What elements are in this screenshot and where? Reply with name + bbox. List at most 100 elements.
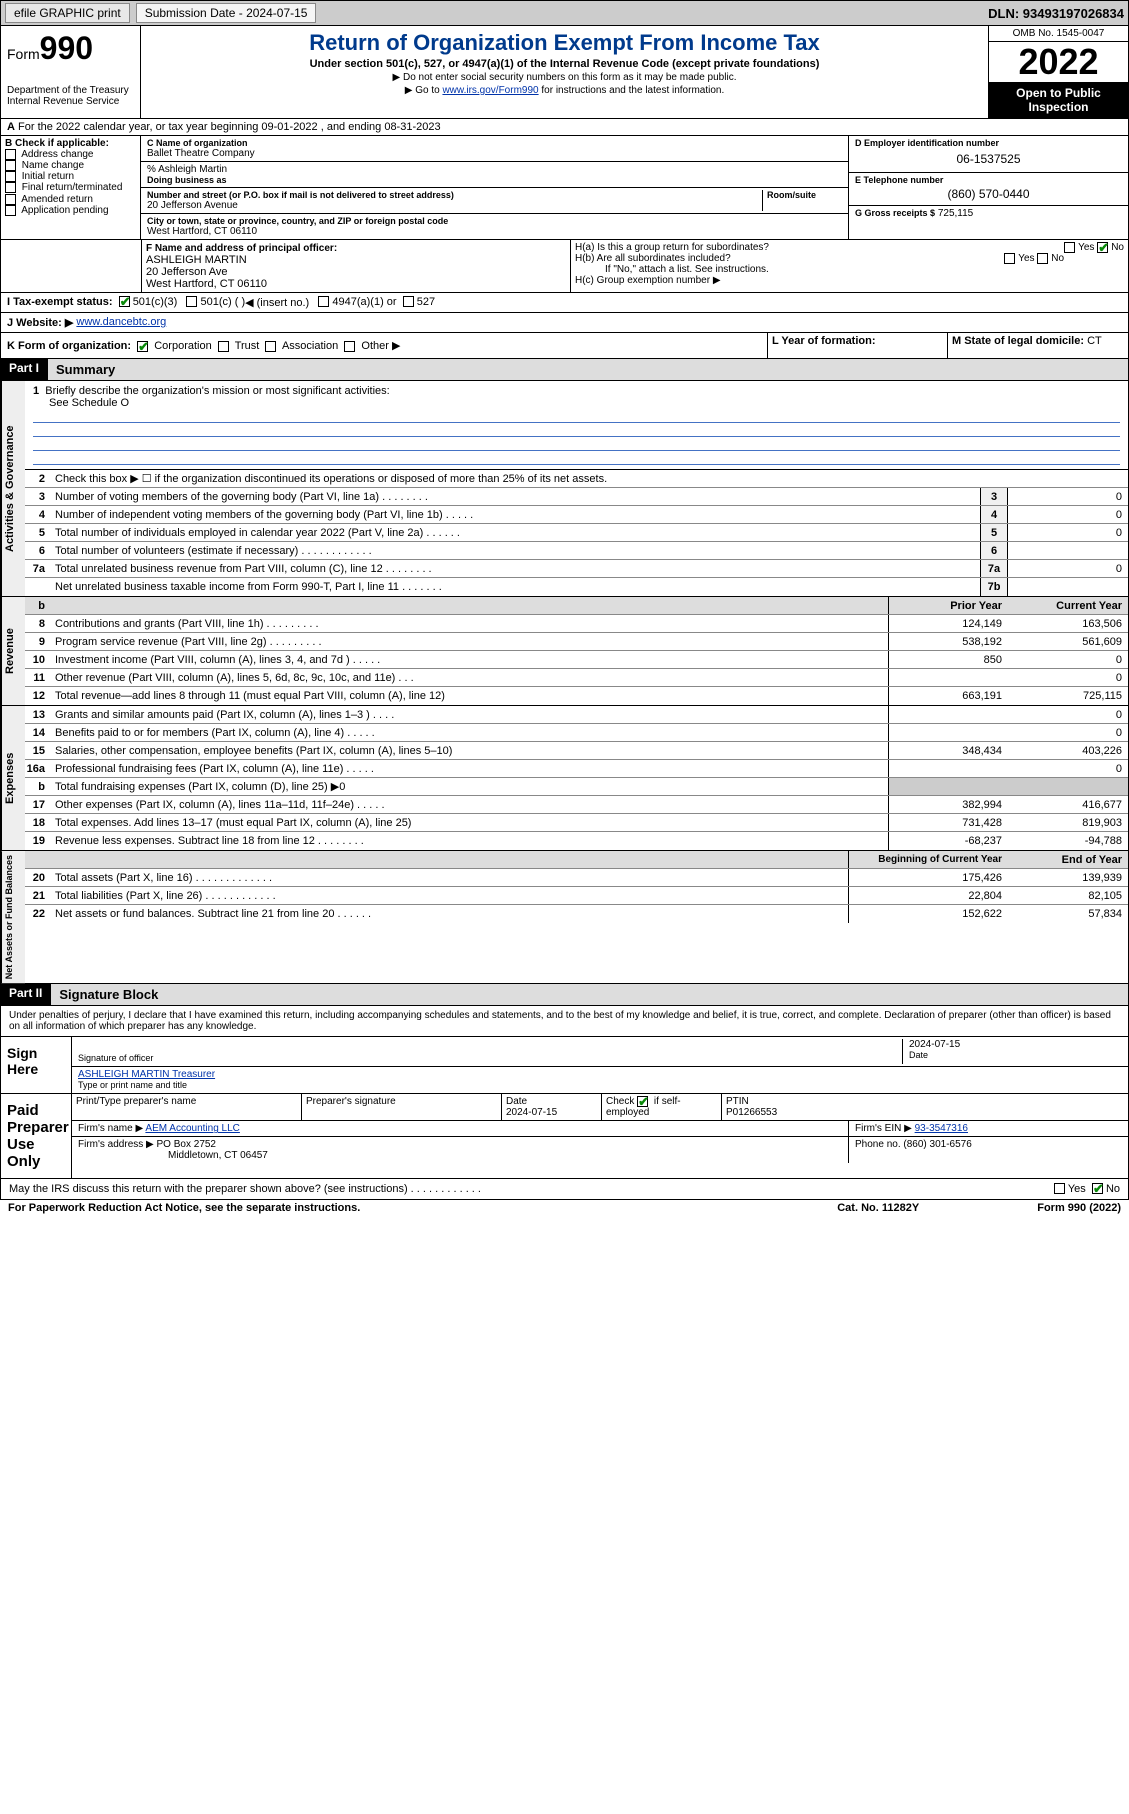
vlabel-rev: Revenue (1, 597, 25, 705)
k-corp[interactable] (137, 341, 148, 352)
k-assoc[interactable] (265, 341, 276, 352)
discuss-text: May the IRS discuss this return with the… (9, 1183, 1054, 1195)
b-opt-check[interactable] (5, 171, 16, 182)
data-line: 10Investment income (Part VIII, column (… (25, 651, 1128, 669)
vlabel-exp: Expenses (1, 706, 25, 850)
data-line: 15Salaries, other compensation, employee… (25, 742, 1128, 760)
governance-section: Activities & Governance 1 Briefly descri… (0, 381, 1129, 597)
firm-city: Middletown, CT 06457 (78, 1150, 268, 1161)
4947-check[interactable] (318, 296, 329, 307)
subtitle-1: Under section 501(c), 527, or 4947(a)(1)… (145, 58, 984, 70)
hb-yes[interactable] (1004, 253, 1015, 264)
discuss-no-text: No (1106, 1183, 1120, 1195)
hdr-cy: Current Year (1008, 597, 1128, 614)
assoc-label: Association (282, 340, 338, 352)
irs-link[interactable]: www.irs.gov/Form990 (442, 85, 538, 96)
tax-year: 2022 (989, 42, 1128, 82)
top-bar: efile GRAPHIC print Submission Date - 20… (0, 0, 1129, 26)
firm-ein-link[interactable]: 93-3547316 (915, 1123, 968, 1134)
pp-date-v: 2024-07-15 (506, 1107, 557, 1118)
data-line: 16aProfessional fundraising fees (Part I… (25, 760, 1128, 778)
b-opt-check[interactable] (5, 149, 16, 160)
phone-label: E Telephone number (855, 175, 1122, 185)
prep-phone: (860) 301-6576 (903, 1139, 971, 1150)
irs-label: Internal Revenue Service (7, 96, 134, 107)
no-text2: No (1051, 253, 1064, 264)
b-option: Initial return (5, 171, 136, 182)
line-j: J Website: ▶ www.dancebtc.org (0, 313, 1129, 333)
submission-date: Submission Date - 2024-07-15 (136, 3, 317, 23)
discuss-yes[interactable] (1054, 1183, 1065, 1194)
j-label: J Website: ▶ (7, 316, 73, 329)
self-employed-check[interactable] (637, 1096, 648, 1107)
b-opt-check[interactable] (5, 194, 16, 205)
ein-value: 06-1537525 (855, 148, 1122, 170)
data-line: 12Total revenue—add lines 8 through 11 (… (25, 687, 1128, 705)
b-opt-check[interactable] (5, 182, 16, 193)
sig-date-label: Date (909, 1050, 928, 1060)
ha-yes[interactable] (1064, 242, 1075, 253)
hb-no[interactable] (1037, 253, 1048, 264)
527-check[interactable] (403, 296, 414, 307)
expenses-section: Expenses 13Grants and similar amounts pa… (0, 706, 1129, 851)
part1-badge: Part I (1, 359, 47, 380)
room-label: Room/suite (767, 190, 842, 200)
identity-section: B Check if applicable: Address change Na… (0, 136, 1129, 240)
yes-text2: Yes (1018, 253, 1034, 264)
gov-line: 6Total number of volunteers (estimate if… (25, 542, 1128, 560)
discuss-no[interactable] (1092, 1183, 1103, 1194)
k-other[interactable] (344, 341, 355, 352)
b-option: Final return/terminated (5, 182, 136, 193)
ha-no[interactable] (1097, 242, 1108, 253)
ptin-value: P01266553 (726, 1107, 777, 1118)
pp-sig-label: Preparer's signature (302, 1094, 502, 1121)
line-a-text: For the 2022 calendar year, or tax year … (18, 121, 441, 133)
4947-label: 4947(a)(1) or (332, 296, 396, 309)
501c3-check[interactable] (119, 296, 130, 307)
prep-phone-label: Phone no. (855, 1139, 901, 1150)
check-self: Check (606, 1096, 634, 1107)
gross-label: G Gross receipts $ (855, 208, 935, 218)
f-label: F Name and address of principal officer: (146, 243, 337, 254)
i-label: I Tax-exempt status: (7, 296, 113, 309)
form-word: Form (7, 46, 40, 62)
form-title: Return of Organization Exempt From Incom… (145, 30, 984, 56)
declaration-text: Under penalties of perjury, I declare th… (1, 1006, 1128, 1036)
b-opt-check[interactable] (5, 160, 16, 171)
ein-label: D Employer identification number (855, 138, 1122, 148)
dba-label: Doing business as (147, 175, 842, 185)
part2-badge: Part II (1, 984, 50, 1005)
city-label: City or town, state or province, country… (147, 216, 842, 226)
line-a: A For the 2022 calendar year, or tax yea… (0, 119, 1129, 136)
vlabel-gov: Activities & Governance (1, 381, 25, 596)
efile-label[interactable]: efile GRAPHIC print (5, 3, 130, 23)
part2-title: Signature Block (50, 984, 1128, 1005)
website-link[interactable]: www.dancebtc.org (76, 316, 166, 329)
k-trust[interactable] (218, 341, 229, 352)
officer-name-link[interactable]: ASHLEIGH MARTIN Treasurer (78, 1069, 215, 1080)
data-line: 18Total expenses. Add lines 13–17 (must … (25, 814, 1128, 832)
box-b-title: B Check if applicable: (5, 138, 136, 149)
data-line: 22Net assets or fund balances. Subtract … (25, 905, 1128, 923)
data-line: 11Other revenue (Part VIII, column (A), … (25, 669, 1128, 687)
sign-here-label: Sign Here (1, 1037, 71, 1093)
b-option: Amended return (5, 194, 136, 205)
part1-header-row: Part I Summary (0, 359, 1129, 381)
501c-check[interactable] (186, 296, 197, 307)
part2-header-row: Part II Signature Block (0, 984, 1129, 1006)
goto-pre: ▶ Go to (405, 85, 443, 96)
hdr-b: b (25, 600, 51, 612)
b-opt-check[interactable] (5, 205, 16, 216)
hdr2-cy: End of Year (1008, 851, 1128, 868)
b-option: Address change (5, 149, 136, 160)
firm-ein-label: Firm's EIN ▶ (855, 1123, 912, 1134)
gov-line: 7aTotal unrelated business revenue from … (25, 560, 1128, 578)
officer-name: ASHLEIGH MARTIN (146, 254, 247, 266)
subtitle-3: ▶ Go to www.irs.gov/Form990 for instruct… (145, 85, 984, 96)
501c-label: 501(c) ( ) (200, 296, 245, 309)
ptin-label: PTIN (726, 1096, 749, 1107)
firm-name-link[interactable]: AEM Accounting LLC (145, 1123, 240, 1134)
part1-title: Summary (47, 359, 1128, 380)
line-i: I Tax-exempt status: 501(c)(3) 501(c) ( … (0, 293, 1129, 313)
gross-value: 725,115 (938, 208, 973, 219)
